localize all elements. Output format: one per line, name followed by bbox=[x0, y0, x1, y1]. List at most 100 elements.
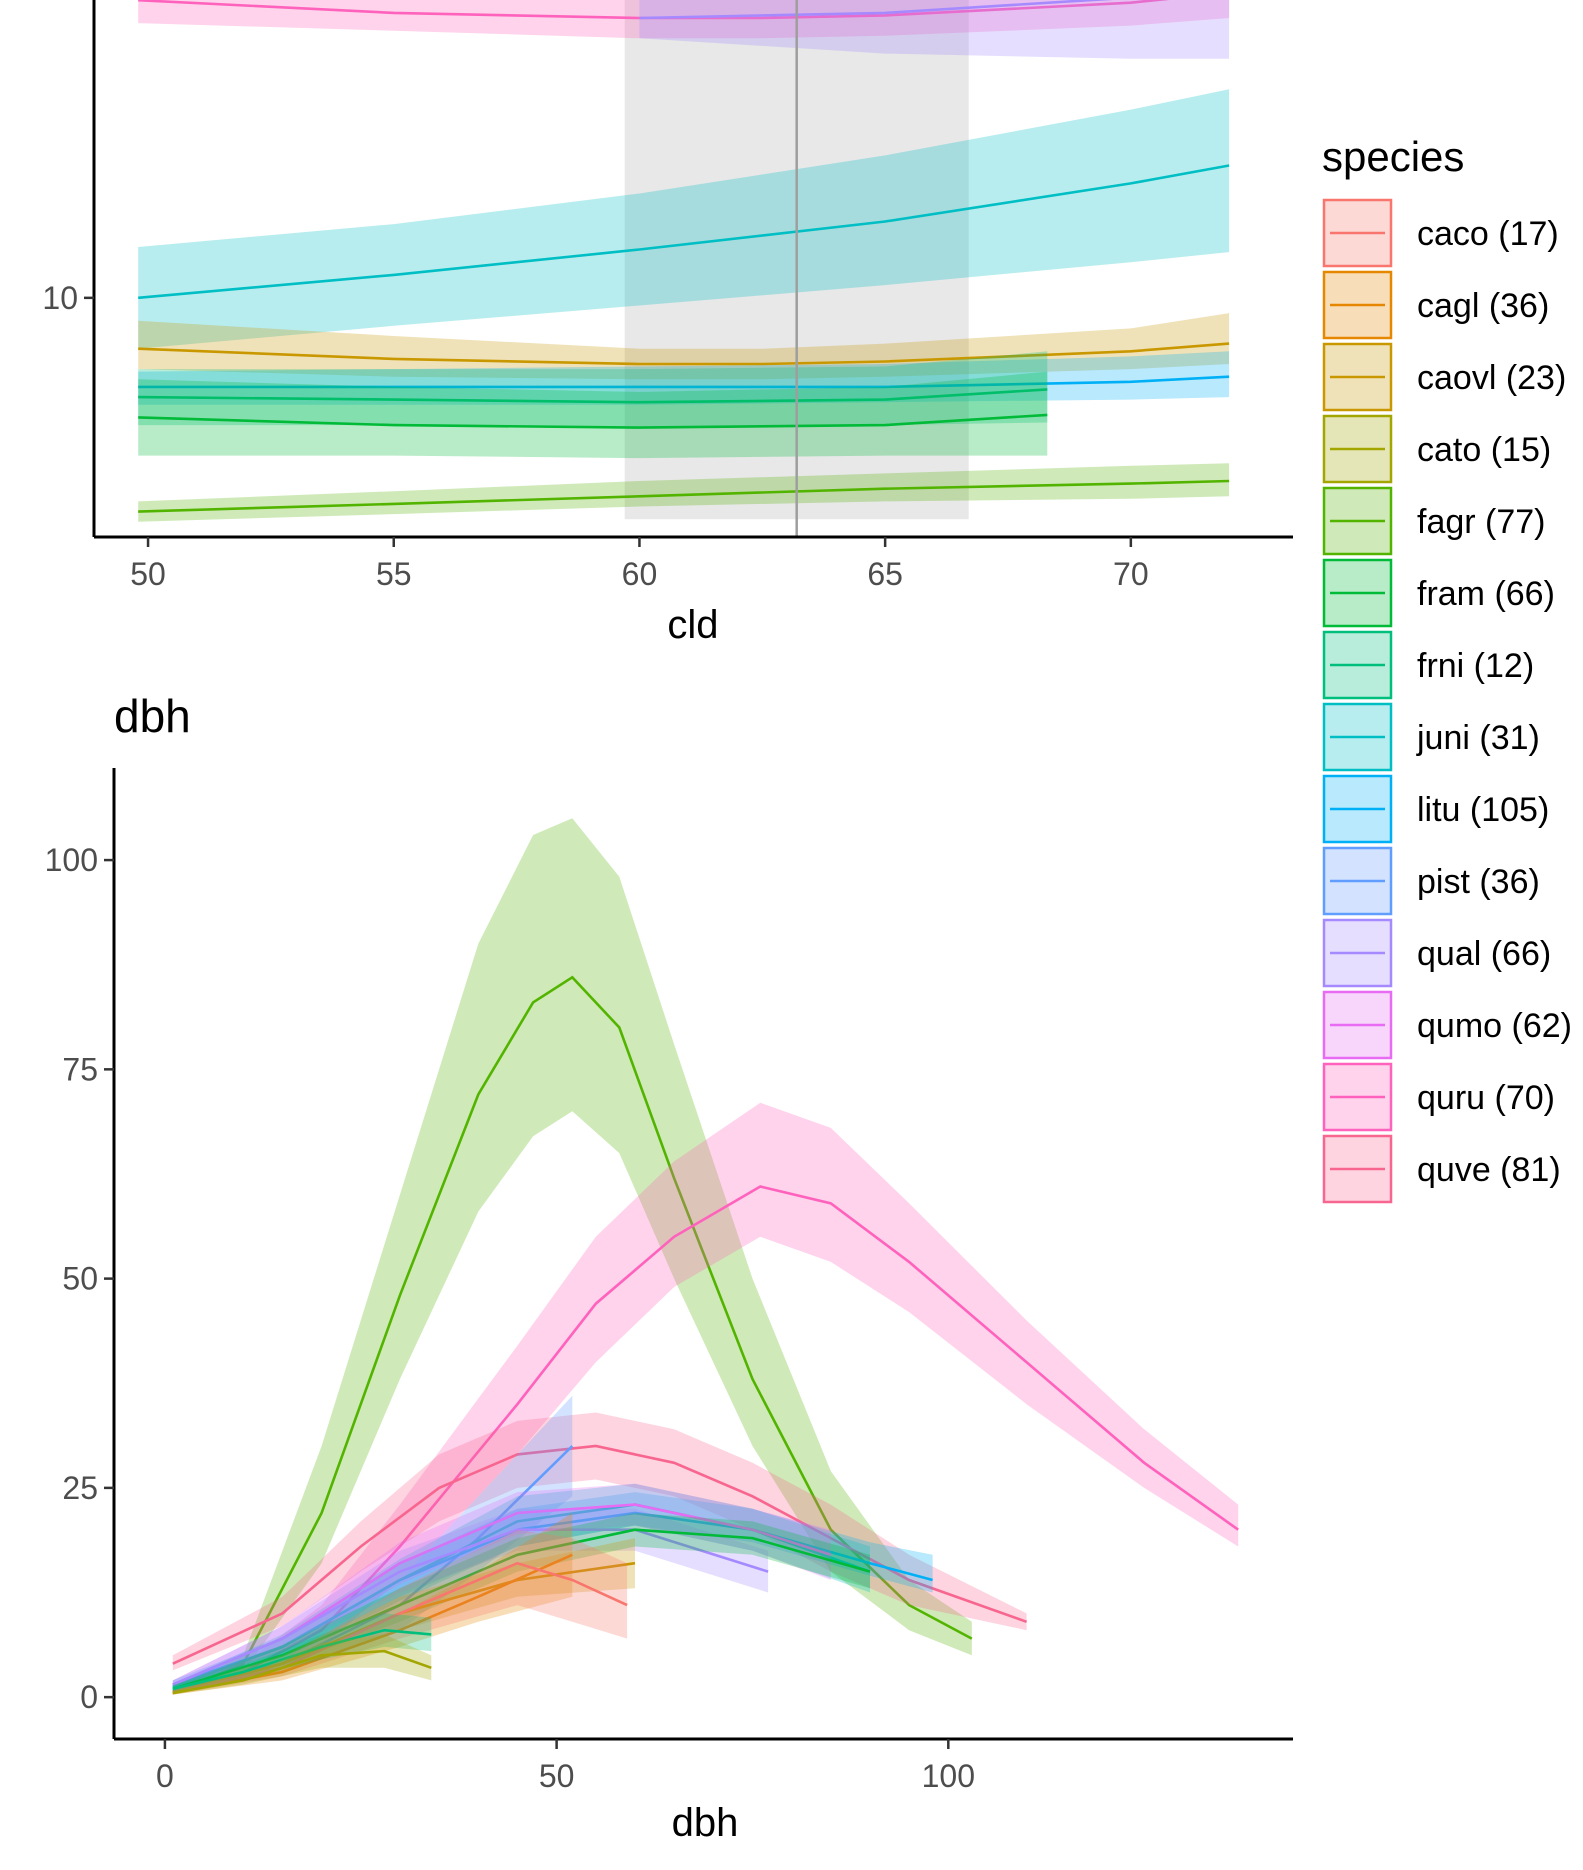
series-cato bbox=[172, 1634, 432, 1695]
x-tick-label: 65 bbox=[867, 556, 903, 592]
line-fagr bbox=[172, 975, 973, 1695]
ribbon-cagl bbox=[172, 1513, 573, 1695]
x-tick-label: 50 bbox=[539, 1758, 575, 1794]
legend-item-caco: caco (17) bbox=[1322, 198, 1559, 268]
line-litu bbox=[138, 375, 1230, 389]
ribbon-fagr bbox=[138, 463, 1230, 522]
y-tick-label: 0 bbox=[80, 1679, 98, 1715]
series-fram bbox=[138, 371, 1048, 459]
x-tick-label: 70 bbox=[1113, 556, 1149, 592]
legend-label: quru (70) bbox=[1417, 1079, 1555, 1117]
series-frni bbox=[138, 351, 1048, 428]
series-litu bbox=[138, 351, 1230, 405]
legend-label: litu (105) bbox=[1417, 791, 1549, 829]
ribbon-juni bbox=[172, 1483, 871, 1691]
series-layer bbox=[172, 818, 1239, 1695]
series-fagr bbox=[172, 818, 973, 1695]
ribbon-juni bbox=[138, 89, 1230, 349]
ribbon-fram bbox=[138, 371, 1048, 459]
line-frni bbox=[172, 1628, 432, 1691]
line-quru bbox=[172, 1185, 1239, 1693]
x-tick-label: 100 bbox=[922, 1758, 975, 1794]
line-qual bbox=[639, 0, 1114, 20]
legend-item-cagl: cagl (36) bbox=[1322, 270, 1549, 340]
x-axis-title: dbh bbox=[672, 1801, 739, 1845]
legend-item-cato: cato (15) bbox=[1322, 414, 1551, 484]
legend-item-fram: fram (66) bbox=[1322, 558, 1555, 628]
legend-item-litu: litu (105) bbox=[1322, 774, 1549, 844]
series-juni bbox=[138, 89, 1230, 349]
legend-label: qumo (62) bbox=[1417, 1007, 1572, 1045]
y-ticks: 0 25 50 75 100 bbox=[45, 842, 114, 1715]
x-ticks: 0 50 100 bbox=[156, 1739, 975, 1794]
legend-item-pist: pist (36) bbox=[1322, 846, 1540, 916]
legend-label: cato (15) bbox=[1417, 431, 1551, 469]
ribbon-frni bbox=[138, 351, 1048, 428]
ribbon-cato bbox=[172, 1634, 432, 1695]
line-frni bbox=[138, 388, 1048, 404]
ribbon-quve bbox=[172, 1412, 1027, 1671]
legend-label: qual (66) bbox=[1417, 935, 1551, 973]
panel-dbh: dbh 0 50 100 0 25 50 75 100 dbh bbox=[45, 690, 1293, 1845]
legend-item-fagr: fagr (77) bbox=[1322, 486, 1546, 556]
legend-item-qual: qual (66) bbox=[1322, 918, 1551, 988]
y-ticks: 10 bbox=[42, 280, 94, 316]
ribbon-qumo bbox=[172, 1483, 831, 1689]
ribbon-qual bbox=[172, 1508, 769, 1689]
legend-label: caovl (23) bbox=[1417, 359, 1566, 397]
line-juni bbox=[138, 164, 1230, 300]
panel-title: dbh bbox=[114, 690, 191, 742]
legend-item-caovl: caovl (23) bbox=[1322, 342, 1566, 412]
ribbon-quru bbox=[172, 1102, 1239, 1694]
legend-label: fram (66) bbox=[1417, 575, 1555, 613]
legend-item-juni: juni (31) bbox=[1322, 702, 1540, 772]
line-fram bbox=[172, 1528, 871, 1691]
x-tick-label: 55 bbox=[376, 556, 412, 592]
series-quru bbox=[172, 1102, 1239, 1694]
line-caco bbox=[172, 1561, 628, 1695]
panel-cld: 50 55 60 65 70 10 cld bbox=[42, 0, 1293, 647]
series-fagr bbox=[138, 463, 1230, 522]
ribbon-litu bbox=[172, 1492, 933, 1689]
series-qual bbox=[172, 1508, 769, 1689]
legend-label: caco (17) bbox=[1417, 215, 1559, 253]
y-tick-label: 25 bbox=[62, 1470, 98, 1506]
legend-label: fagr (77) bbox=[1417, 503, 1546, 541]
line-cato bbox=[172, 1649, 432, 1695]
x-axis-title: cld bbox=[667, 603, 718, 647]
y-tick-label: 100 bbox=[45, 842, 98, 878]
y-tick-label: 10 bbox=[42, 280, 78, 316]
line-fram bbox=[138, 413, 1048, 429]
legend-label: frni (12) bbox=[1417, 647, 1534, 685]
line-caovl bbox=[138, 342, 1230, 366]
line-quru bbox=[138, 0, 1170, 20]
legend-item-frni: frni (12) bbox=[1322, 630, 1534, 700]
x-ticks: 50 55 60 65 70 bbox=[130, 537, 1149, 592]
legend-title: species bbox=[1322, 133, 1464, 180]
series-caovl bbox=[138, 313, 1230, 380]
series-quve bbox=[172, 1412, 1028, 1671]
legend-label: pist (36) bbox=[1417, 863, 1540, 901]
legend-item-quve: quve (81) bbox=[1322, 1134, 1561, 1204]
series-caco bbox=[172, 1529, 628, 1695]
ribbon-caovl bbox=[138, 313, 1230, 380]
ribbon-litu bbox=[138, 351, 1230, 405]
x-tick-label: 0 bbox=[156, 1758, 174, 1794]
legend-label: quve (81) bbox=[1417, 1151, 1561, 1189]
series-qual bbox=[639, 0, 1230, 59]
y-tick-label: 50 bbox=[62, 1261, 98, 1297]
y-tick-label: 75 bbox=[62, 1051, 98, 1087]
ribbon-fagr bbox=[172, 818, 972, 1695]
line-fagr bbox=[138, 479, 1230, 513]
x-tick-label: 50 bbox=[130, 556, 166, 592]
legend-label: cagl (36) bbox=[1417, 287, 1549, 325]
x-tick-label: 60 bbox=[622, 556, 658, 592]
series-frni bbox=[172, 1613, 432, 1693]
legend: species caco (17) cagl (36) caovl (23) cato… bbox=[1322, 133, 1572, 1204]
legend-item-quru: quru (70) bbox=[1322, 1062, 1555, 1132]
legend-item-qumo: qumo (62) bbox=[1322, 990, 1572, 1060]
line-quve bbox=[172, 1444, 1028, 1665]
legend-label: juni (31) bbox=[1416, 719, 1540, 757]
legend-items: caco (17) cagl (36) caovl (23) cato (15) fag… bbox=[1322, 198, 1572, 1204]
